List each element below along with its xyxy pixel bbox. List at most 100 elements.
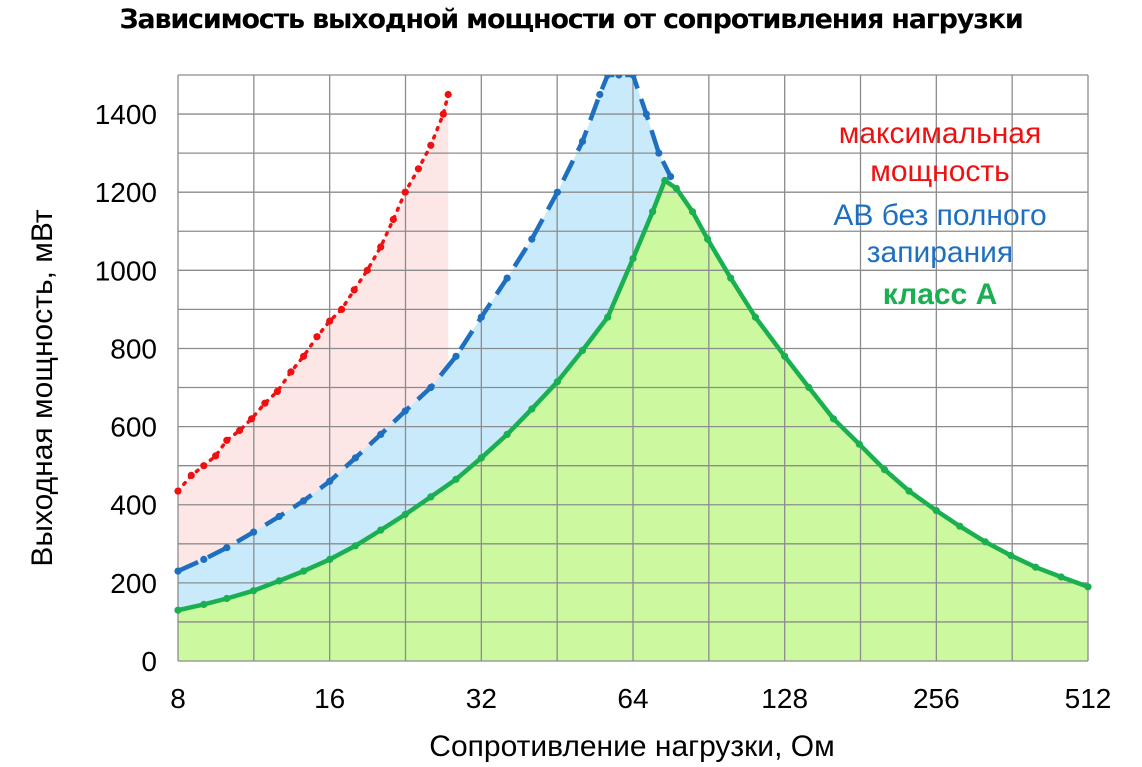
series-point-2 bbox=[528, 235, 536, 243]
series-point-3 bbox=[704, 235, 712, 243]
series-point-2 bbox=[427, 383, 435, 392]
series-point-1 bbox=[377, 243, 385, 251]
series-point-2 bbox=[250, 528, 258, 536]
series-point-1 bbox=[174, 487, 182, 495]
y-tick-label: 0 bbox=[141, 646, 157, 677]
series-point-3 bbox=[1032, 563, 1040, 571]
series-point-3 bbox=[981, 538, 989, 546]
series-point-2 bbox=[503, 274, 511, 282]
series-point-1 bbox=[401, 188, 409, 196]
series-point-3 bbox=[751, 313, 760, 321]
series-point-3 bbox=[250, 587, 258, 595]
series-point-3 bbox=[223, 594, 231, 603]
series-point-3 bbox=[351, 542, 359, 550]
y-tick-label: 1400 bbox=[95, 99, 157, 130]
series-point-1 bbox=[326, 317, 334, 325]
series-point-2 bbox=[326, 477, 334, 485]
series-point-2 bbox=[401, 407, 409, 415]
series-point-2 bbox=[300, 497, 308, 505]
series-point-2 bbox=[477, 313, 485, 321]
series-point-2 bbox=[275, 512, 283, 521]
legend-entry-1: максимальная bbox=[839, 117, 1041, 150]
series-point-1 bbox=[261, 399, 269, 407]
series-point-3 bbox=[452, 475, 460, 483]
series-point-2 bbox=[351, 454, 359, 462]
series-point-3 bbox=[855, 440, 863, 448]
series-point-1 bbox=[313, 333, 321, 341]
series-point-3 bbox=[781, 352, 789, 360]
series-point-1 bbox=[273, 387, 281, 395]
x-tick-label: 32 bbox=[466, 683, 497, 714]
series-point-1 bbox=[427, 141, 435, 149]
series-point-3 bbox=[377, 526, 385, 534]
series-point-1 bbox=[187, 471, 195, 479]
series-point-2 bbox=[629, 75, 637, 79]
x-tick-label: 512 bbox=[1065, 683, 1112, 714]
series-point-2 bbox=[223, 544, 231, 552]
series-point-3 bbox=[503, 430, 511, 438]
chart-title: Зависимость выходной мощности от сопроти… bbox=[119, 4, 1023, 35]
series-point-3 bbox=[688, 208, 697, 216]
legend-entry-2: АВ без полного bbox=[833, 199, 1046, 232]
series-point-3 bbox=[528, 405, 536, 413]
legend-entry-2: запирания bbox=[867, 236, 1013, 269]
series-point-3 bbox=[1084, 583, 1092, 591]
series-point-3 bbox=[578, 346, 587, 354]
series-point-3 bbox=[1057, 573, 1065, 581]
series-point-3 bbox=[649, 208, 657, 216]
series-point-3 bbox=[427, 493, 435, 501]
y-tick-label: 800 bbox=[110, 333, 157, 364]
series-point-3 bbox=[629, 255, 637, 263]
x-axis-label: Сопротивление нагрузки, Ом bbox=[429, 730, 834, 763]
series-point-1 bbox=[212, 452, 220, 460]
series-point-1 bbox=[338, 305, 346, 313]
y-tick-label: 600 bbox=[110, 412, 157, 443]
series-point-2 bbox=[615, 75, 623, 79]
series-point-3 bbox=[300, 567, 308, 575]
y-tick-label: 200 bbox=[110, 568, 157, 599]
series-point-3 bbox=[604, 313, 612, 321]
legend-entry-1: мощность bbox=[870, 155, 1010, 188]
y-axis-label: Выходная мощность, мВт bbox=[26, 209, 59, 567]
x-tick-label: 64 bbox=[617, 683, 648, 714]
x-tick-label: 256 bbox=[913, 683, 960, 714]
series-point-2 bbox=[377, 430, 385, 438]
series-point-2 bbox=[200, 555, 208, 564]
series-point-1 bbox=[248, 415, 256, 423]
series-point-3 bbox=[905, 487, 913, 495]
legend-entry-3: класс А bbox=[883, 278, 998, 311]
series-point-2 bbox=[604, 75, 612, 79]
series-point-3 bbox=[200, 600, 208, 609]
series-point-3 bbox=[401, 510, 409, 519]
series-point-1 bbox=[287, 368, 295, 376]
series-point-3 bbox=[829, 415, 838, 423]
x-tick-label: 8 bbox=[170, 683, 186, 714]
series-point-2 bbox=[667, 173, 675, 181]
series-point-1 bbox=[389, 215, 397, 224]
series-point-1 bbox=[236, 426, 244, 435]
series-point-2 bbox=[452, 352, 460, 360]
series-point-3 bbox=[477, 454, 485, 462]
series-point-3 bbox=[805, 383, 813, 392]
series-point-3 bbox=[880, 466, 889, 474]
series-point-1 bbox=[300, 352, 308, 360]
series-point-3 bbox=[727, 274, 735, 282]
series-point-1 bbox=[439, 110, 447, 118]
series-point-2 bbox=[655, 149, 663, 157]
series-point-1 bbox=[350, 286, 358, 294]
x-tick-label: 128 bbox=[761, 683, 808, 714]
series-point-3 bbox=[553, 378, 562, 386]
y-tick-label: 1200 bbox=[95, 177, 157, 208]
series-point-3 bbox=[275, 577, 283, 585]
series-point-1 bbox=[414, 165, 422, 173]
y-tick-label: 400 bbox=[110, 490, 157, 521]
series-point-3 bbox=[672, 184, 680, 192]
series-point-3 bbox=[932, 507, 940, 515]
series-point-1 bbox=[444, 90, 452, 99]
series-point-2 bbox=[596, 90, 604, 99]
series-point-2 bbox=[642, 110, 650, 118]
series-point-2 bbox=[578, 137, 587, 145]
series-point-3 bbox=[956, 522, 964, 530]
series-point-2 bbox=[174, 567, 182, 575]
